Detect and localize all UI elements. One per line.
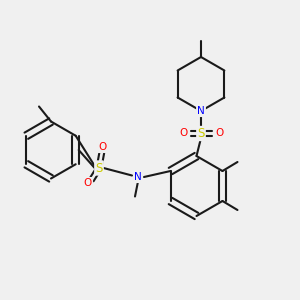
- Text: S: S: [95, 161, 103, 175]
- Text: O: O: [84, 178, 92, 188]
- Text: N: N: [134, 172, 142, 182]
- Text: N: N: [197, 106, 205, 116]
- Text: O: O: [98, 142, 106, 152]
- Text: O: O: [179, 128, 187, 139]
- Text: S: S: [197, 127, 205, 140]
- Text: O: O: [215, 128, 223, 139]
